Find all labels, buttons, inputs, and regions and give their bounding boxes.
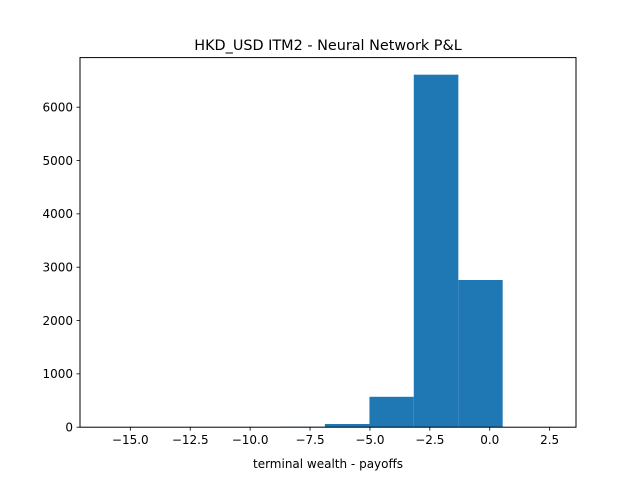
- chart-title: HKD_USD ITM2 - Neural Network P&L: [194, 38, 461, 54]
- x-tick-label: −12.5: [172, 433, 209, 447]
- x-tick-label: −5.0: [355, 433, 384, 447]
- x-axis-label: terminal wealth - payoffs: [253, 457, 403, 471]
- x-tick-label: 0.0: [480, 433, 499, 447]
- x-tick-label: −7.5: [295, 433, 324, 447]
- y-tick-label: 2000: [42, 314, 73, 328]
- x-tick-label: −15.0: [112, 433, 149, 447]
- x-tick-label: −10.0: [232, 433, 269, 447]
- histogram-bar: [458, 280, 502, 427]
- histogram-bar: [414, 75, 459, 428]
- y-tick-label: 3000: [42, 261, 73, 275]
- y-tick-label: 6000: [42, 101, 73, 115]
- y-tick-label: 0: [65, 421, 73, 435]
- y-tick-label: 1000: [42, 367, 73, 381]
- x-tick-label: −2.5: [415, 433, 444, 447]
- x-tick-label: 2.5: [540, 433, 559, 447]
- y-tick-label: 5000: [42, 154, 73, 168]
- histogram-bar: [369, 397, 413, 427]
- y-tick-label: 4000: [42, 207, 73, 221]
